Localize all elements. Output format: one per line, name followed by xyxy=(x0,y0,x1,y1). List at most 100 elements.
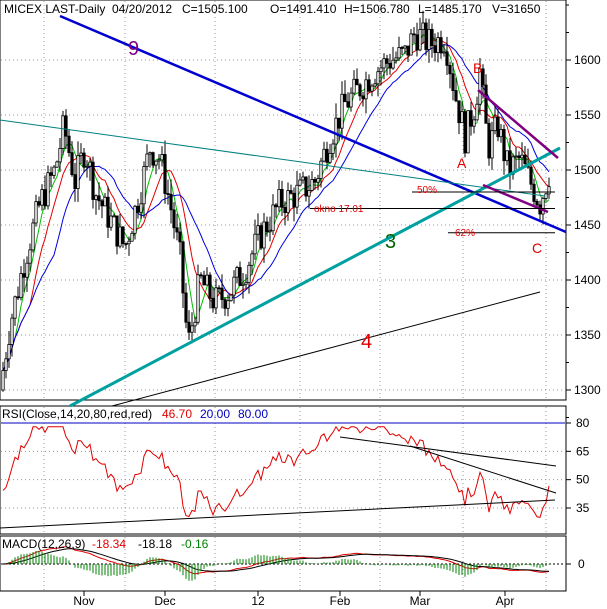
candle-31 xyxy=(94,194,98,215)
candle-83 xyxy=(250,250,254,275)
candle-24 xyxy=(73,162,77,202)
candle-body-138 xyxy=(415,34,419,51)
candle-143 xyxy=(430,23,434,58)
candle-66 xyxy=(199,272,203,279)
candle-body-22 xyxy=(67,135,71,154)
rsi-tick-label-65: 65 xyxy=(576,444,590,458)
candle-38 xyxy=(115,215,119,255)
rsi-resistance-trendline-2 xyxy=(409,445,557,494)
candle-139 xyxy=(418,17,422,52)
candle-166 xyxy=(499,124,503,143)
trendline-4 xyxy=(111,291,541,407)
candle-body-63 xyxy=(190,325,194,333)
candle-148 xyxy=(445,36,449,75)
candle-body-15 xyxy=(46,172,50,207)
candle-body-10 xyxy=(31,222,35,251)
x-tick-label-2: 12 xyxy=(251,594,265,608)
candle-100 xyxy=(301,171,305,184)
candle-body-21 xyxy=(64,115,68,137)
candle-1 xyxy=(4,352,8,379)
candle-81 xyxy=(244,274,248,289)
candle-56 xyxy=(169,179,173,224)
rsi-lower-level: 20.00 xyxy=(200,407,230,421)
candle-146 xyxy=(439,30,443,59)
candle-body-126 xyxy=(379,67,383,73)
candle-26 xyxy=(79,143,83,165)
candle-25 xyxy=(76,141,80,202)
candle-164 xyxy=(493,103,497,135)
candle-body-43 xyxy=(130,232,134,242)
candle-body-58 xyxy=(175,227,179,233)
candle-115 xyxy=(346,92,350,108)
candle-body-19 xyxy=(58,148,62,163)
candle-body-180 xyxy=(541,197,545,215)
candle-body-34 xyxy=(103,196,107,207)
candle-167 xyxy=(502,124,506,175)
candle-body-56 xyxy=(169,193,173,211)
candle-body-54 xyxy=(163,153,167,194)
rsi-tick-label-35: 35 xyxy=(576,501,590,515)
candle-body-155 xyxy=(466,110,470,154)
candle-body-162 xyxy=(487,122,491,159)
candle-body-132 xyxy=(397,47,401,59)
candle-body-154 xyxy=(463,111,467,154)
candle-body-26 xyxy=(79,152,83,157)
candle-33 xyxy=(100,198,104,219)
candle-body-112 xyxy=(337,117,341,129)
candle-112 xyxy=(337,117,341,142)
candle-119 xyxy=(358,82,362,101)
candle-27 xyxy=(82,148,86,173)
candle-body-33 xyxy=(100,200,104,207)
candle-body-119 xyxy=(358,84,362,97)
candle-118 xyxy=(355,68,359,86)
candle-body-135 xyxy=(406,45,410,56)
candle-body-182 xyxy=(547,186,551,195)
candle-body-77 xyxy=(232,276,236,296)
candle-body-65 xyxy=(196,274,200,323)
candle-body-88 xyxy=(265,221,269,233)
candle-117 xyxy=(352,70,356,96)
candle-105 xyxy=(316,174,320,191)
candle-body-153 xyxy=(460,111,464,124)
candle-54 xyxy=(163,140,167,204)
macd-value: -18.34 xyxy=(92,537,126,551)
candle-91 xyxy=(274,202,278,218)
candle-60 xyxy=(181,240,185,308)
candle-body-121 xyxy=(364,79,368,100)
candle-163 xyxy=(490,121,494,170)
candle-body-28 xyxy=(85,165,89,168)
candle-body-67 xyxy=(202,275,206,286)
candle-body-146 xyxy=(439,37,443,54)
candle-body-174 xyxy=(523,154,527,165)
candle-body-101 xyxy=(304,176,308,197)
candle-body-117 xyxy=(352,78,356,94)
candle-125 xyxy=(376,66,380,97)
rsi-support-trendline xyxy=(0,499,556,529)
candle-49 xyxy=(148,151,152,168)
candle-122 xyxy=(367,74,371,93)
fib-50-label: 50% xyxy=(417,185,437,196)
price-tick-label-1350: 1350 xyxy=(574,328,601,342)
candle-147 xyxy=(442,43,446,57)
candle-body-133 xyxy=(400,47,404,49)
candle-body-69 xyxy=(208,274,212,299)
candle-102 xyxy=(307,175,311,209)
x-tick-label-5: Apr xyxy=(496,594,515,608)
candle-84 xyxy=(253,219,257,260)
candle-body-9 xyxy=(28,249,32,264)
candle-body-84 xyxy=(253,233,257,255)
candle-body-142 xyxy=(427,28,431,50)
candle-body-131 xyxy=(394,57,398,61)
candle-113 xyxy=(340,81,344,140)
candle-body-46 xyxy=(139,203,143,213)
wave-b-label: B xyxy=(473,60,482,76)
candle-17 xyxy=(52,165,56,179)
candle-172 xyxy=(517,151,521,171)
candle-35 xyxy=(106,186,110,238)
candle-body-25 xyxy=(76,155,80,189)
candle-body-92 xyxy=(277,189,281,208)
candle-body-166 xyxy=(499,128,503,138)
candle-body-103 xyxy=(310,179,314,191)
candle-body-96 xyxy=(289,190,293,194)
candle-body-70 xyxy=(211,297,215,309)
